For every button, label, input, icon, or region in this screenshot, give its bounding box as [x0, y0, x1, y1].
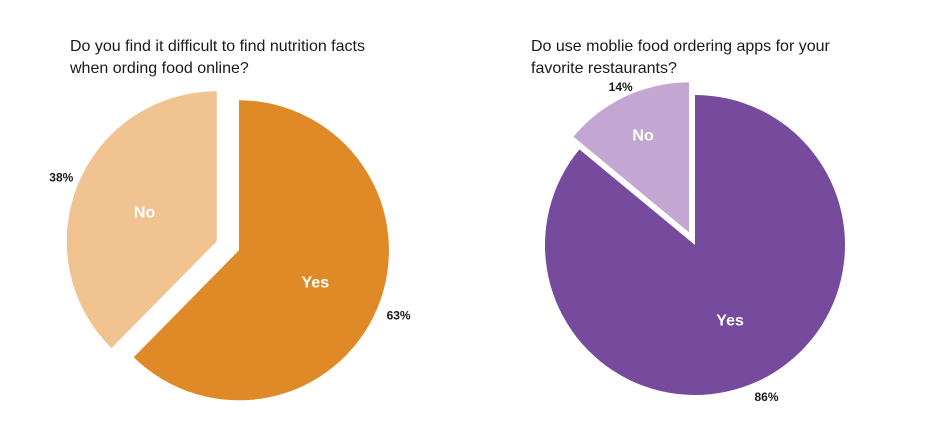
slice-label-apps-no: No	[632, 128, 654, 145]
pie-slice-nutrition-no	[66, 91, 217, 349]
chart-title-apps: Do use moblie food ordering apps for you…	[531, 38, 830, 77]
pie-slice-apps-no	[573, 82, 690, 233]
pie-slice-apps-yes	[545, 95, 845, 396]
value-label-nutrition-no: 38%	[49, 171, 73, 185]
slice-label-nutrition-yes: Yes	[302, 275, 330, 292]
value-label-nutrition-yes: 63%	[387, 309, 411, 323]
pie-slice-nutrition-yes	[133, 100, 389, 401]
chart-title-nutrition: Do you find it difficult to find nutriti…	[70, 38, 365, 77]
slice-label-nutrition-no: No	[134, 205, 156, 222]
value-label-apps-no: 14%	[609, 80, 633, 94]
slice-label-apps-yes: Yes	[716, 313, 744, 330]
value-label-apps-yes: 86%	[754, 390, 778, 404]
